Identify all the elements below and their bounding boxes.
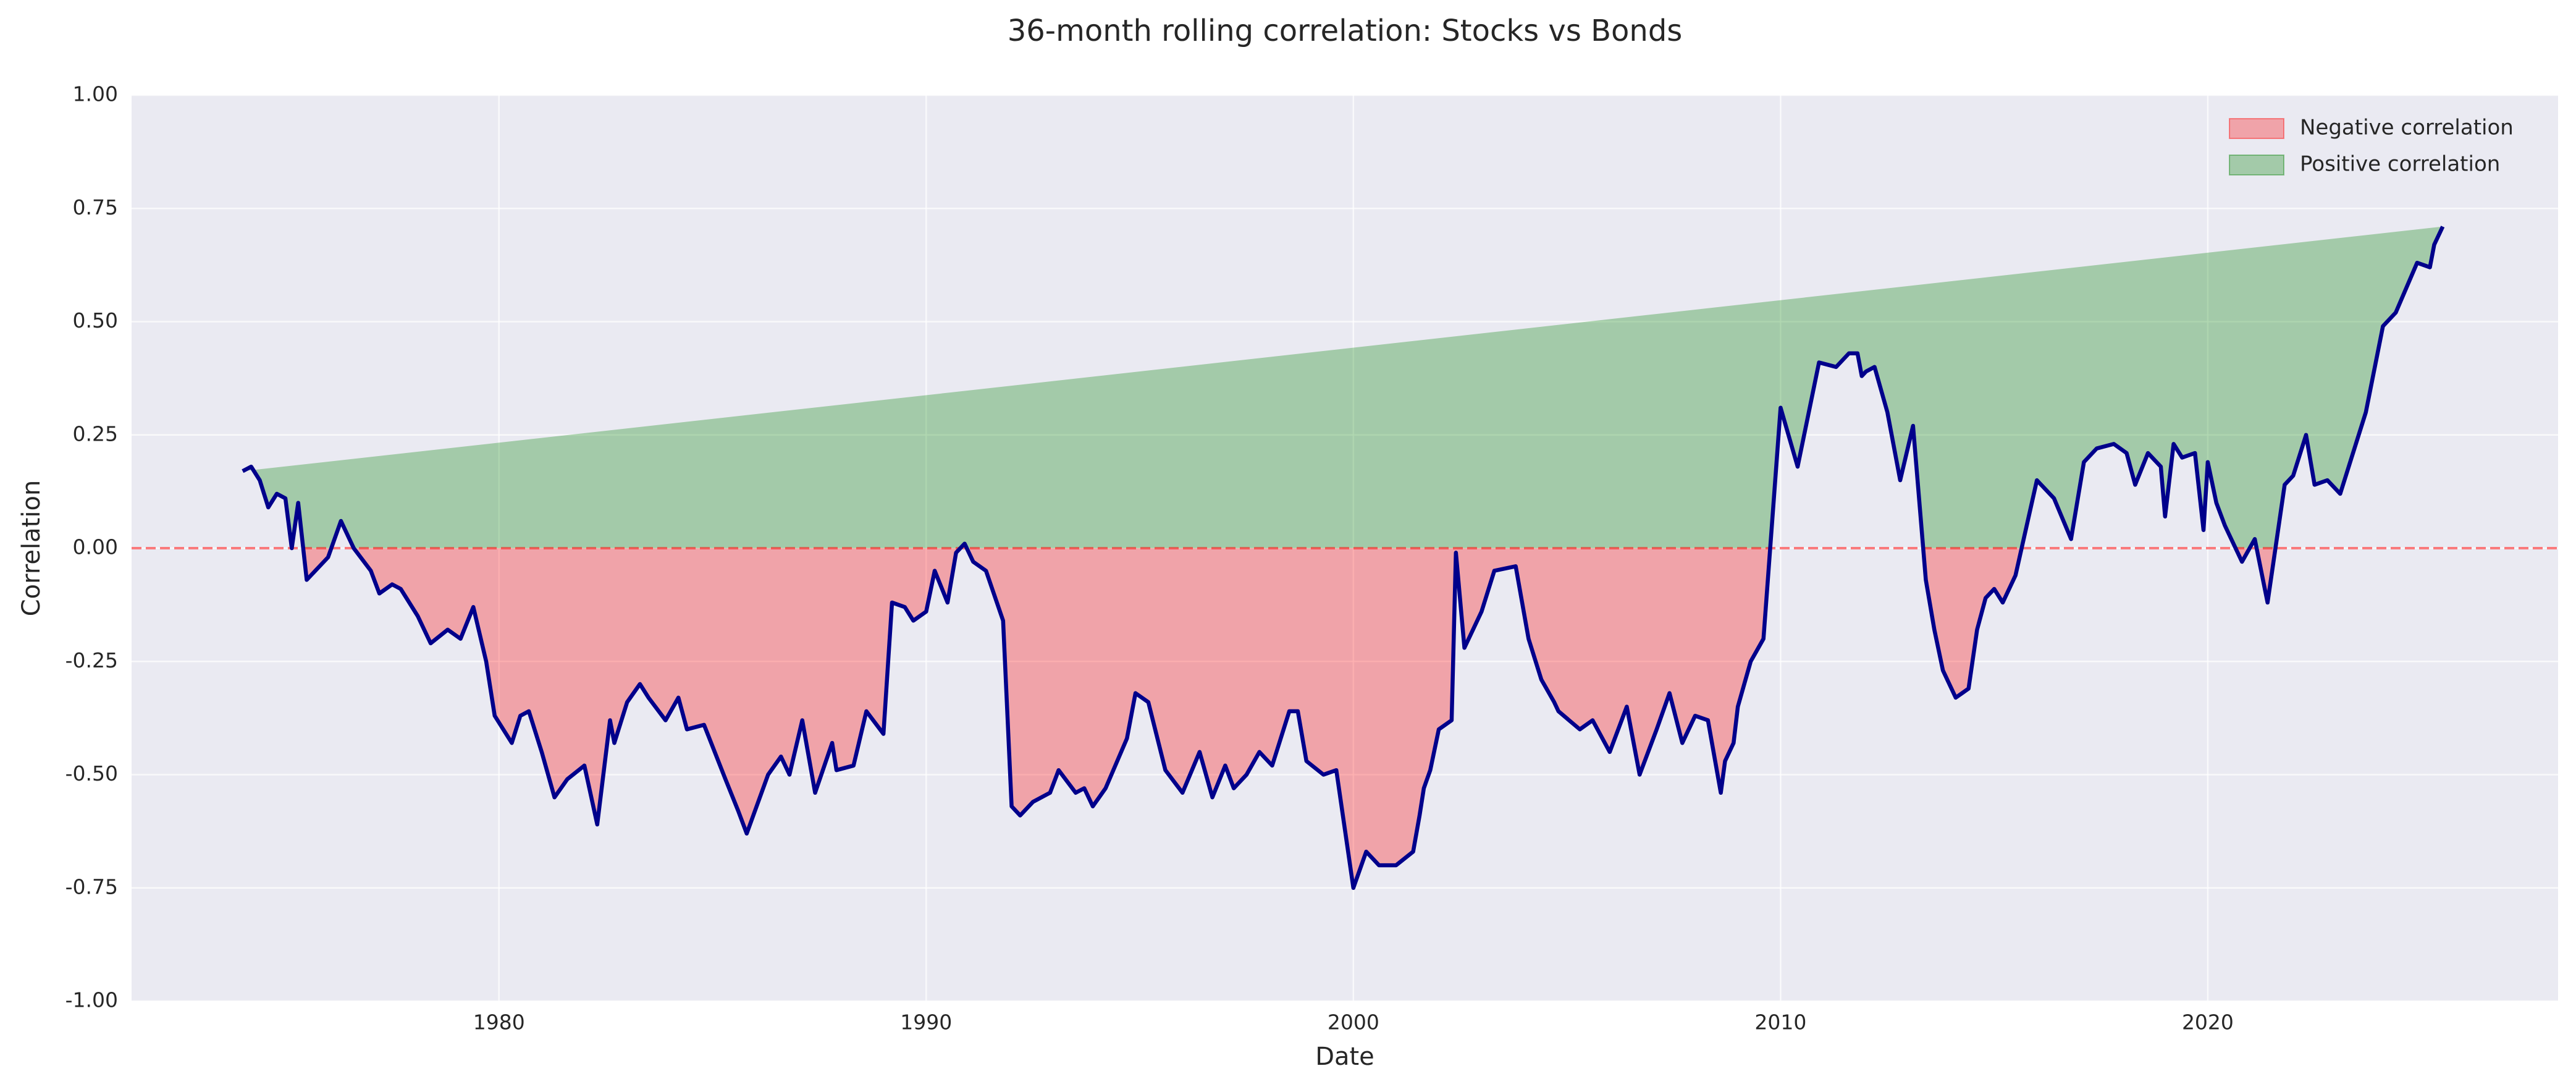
y-axis-label: Correlation [17,480,46,617]
legend-label: Negative correlation [2300,116,2514,140]
correlation-line [242,226,2445,891]
legend-label: Positive correlation [2300,152,2500,177]
y-tick-label: -1.00 [65,988,118,1012]
legend-swatch [2229,118,2284,139]
y-tick-label: 0.75 [73,195,118,219]
legend-swatch [2229,154,2284,176]
y-tick-label: 1.00 [73,82,118,106]
chart-title: 36-month rolling correlation: Stocks vs … [1008,14,1683,48]
x-tick-label: 1980 [473,1010,525,1035]
y-tick-label: -0.50 [65,761,118,785]
y-tick-label: 0.00 [73,535,118,559]
y-tick-label: -0.25 [65,648,118,672]
x-tick-label: 2010 [1754,1010,1806,1035]
y-tick-label: 0.25 [73,421,118,446]
y-tick-label: 0.50 [73,308,118,332]
y-tick-label: -0.75 [65,874,118,899]
x-tick-label: 1990 [900,1010,952,1035]
x-tick-label: 2020 [2182,1010,2234,1035]
x-axis-label: Date [1315,1043,1374,1071]
area-negative [292,548,2276,888]
x-tick-label: 2000 [1328,1010,1379,1035]
area-positive [242,226,2443,548]
